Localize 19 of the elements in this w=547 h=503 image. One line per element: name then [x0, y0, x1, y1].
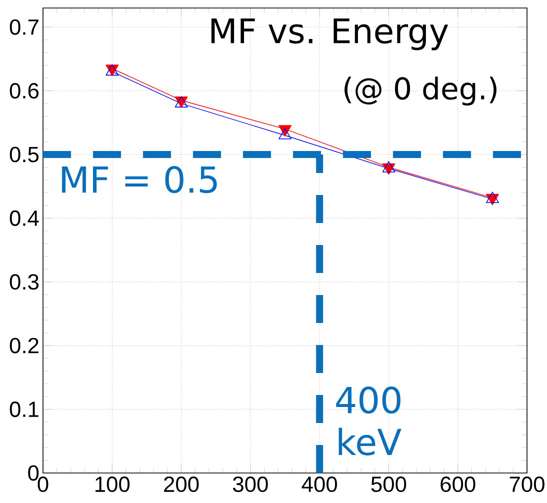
- x-tick-label: 200: [164, 476, 199, 492]
- x-tick-label: 400: [302, 476, 337, 492]
- x-tick-label: 100: [96, 476, 130, 492]
- x-tick-label: 300: [232, 476, 268, 492]
- x-tick-label: 500: [371, 476, 406, 492]
- y-tick-label: 0.1: [10, 402, 38, 418]
- y-tick-label: 0.6: [10, 83, 39, 99]
- y-tick-label: 0.5: [10, 146, 39, 162]
- y-tick-label: 0: [28, 465, 39, 481]
- x-tick-label: 600: [440, 476, 476, 492]
- y-tick-label: 0.7: [10, 19, 38, 35]
- ref-line-label: 400 keV: [336, 386, 402, 456]
- chart-title: MF vs. Energy: [211, 18, 448, 50]
- y-tick-label: 0.2: [10, 338, 38, 354]
- ref-line-label: MF = 0.5: [62, 166, 217, 194]
- x-tick-label: 700: [510, 476, 544, 492]
- y-tick-label: 0.4: [10, 210, 39, 226]
- text: (@ 0 deg.): [344, 76, 496, 106]
- y-tick-label: 0.3: [10, 274, 39, 290]
